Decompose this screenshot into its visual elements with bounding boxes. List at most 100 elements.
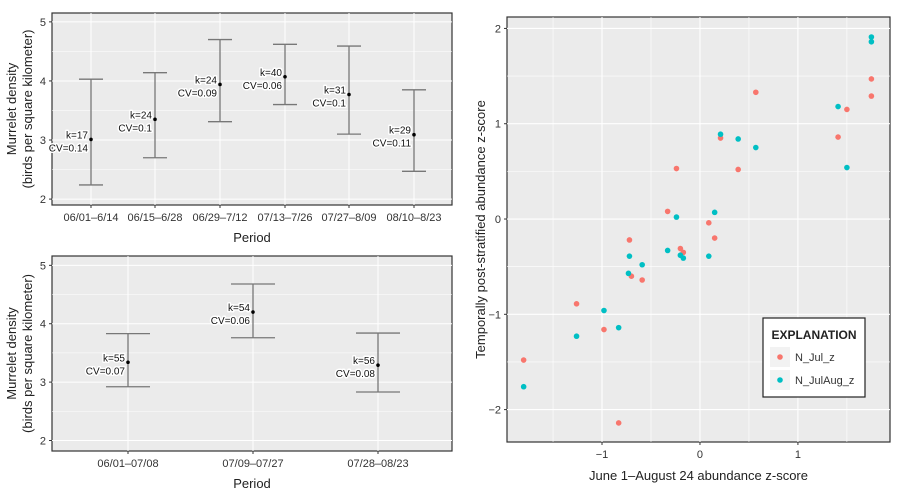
y-axis-title: Temporally post-stratified abundance z-s… — [473, 100, 488, 359]
point-N_JulAug_z — [868, 34, 875, 40]
point-N_JulAug_z — [520, 383, 527, 390]
y-tick-label: 4 — [40, 76, 46, 88]
mean-point — [376, 363, 380, 367]
k-label: k=40 — [260, 68, 282, 79]
point-N_JulAug_z — [680, 255, 687, 261]
y-tick-label: 3 — [40, 377, 46, 389]
k-label: k=17 — [66, 130, 88, 141]
legend-label: N_JulAug_z — [795, 375, 854, 387]
point-N_JulAug_z — [835, 103, 841, 110]
point-N_JulAug_z — [711, 209, 718, 216]
x-tick-label: 0 — [697, 449, 703, 461]
plot-panel — [51, 255, 453, 452]
point-N_Jul_z — [664, 208, 671, 215]
cv-label: CV=0.09 — [178, 88, 218, 99]
cv-label: CV=0.07 — [86, 366, 126, 377]
y-tick-label: −2 — [488, 405, 501, 417]
legend-title: EXPLANATION — [771, 328, 856, 342]
point-N_Jul_z — [520, 357, 527, 363]
point-N_Jul_z — [573, 301, 580, 307]
point-N_Jul_z — [601, 326, 607, 333]
mean-point — [412, 132, 416, 137]
plot-panel — [51, 12, 453, 206]
mean-point — [283, 75, 287, 79]
point-N_Jul_z — [835, 134, 841, 140]
point-N_Jul_z — [711, 235, 718, 241]
point-N_JulAug_z — [615, 324, 622, 331]
x-axis-title: Period — [233, 476, 271, 491]
point-N_JulAug_z — [601, 307, 607, 314]
k-label: k=54 — [228, 303, 250, 314]
point-N_Jul_z — [626, 237, 633, 243]
point-N_JulAug_z — [844, 164, 850, 171]
point-N_Jul_z — [868, 76, 875, 82]
point-N_Jul_z — [753, 89, 759, 96]
k-label: k=24 — [130, 110, 152, 121]
x-tick-label: 07/28–08/23 — [347, 458, 408, 470]
point-N_JulAug_z — [626, 253, 633, 259]
mean-point — [218, 82, 222, 87]
point-N_JulAug_z — [625, 270, 632, 277]
scatter-chart: −1 0 1 −2 −1 0 1 2 June 1–August 24 abundance z-… — [473, 16, 891, 483]
point-N_Jul_z — [844, 106, 850, 113]
x-tick-label: 06/01–6/14 — [63, 212, 118, 224]
point-N_JulAug_z — [735, 136, 741, 142]
k-label: k=24 — [195, 75, 217, 86]
y-tick-label: 5 — [40, 17, 46, 29]
errorbar-chart-2: 2 3 4 5 06/01–07/08 07/09–07/27 07/28–08/23 k=5… — [4, 255, 453, 491]
x-tick-label: 06/15–6/28 — [127, 212, 182, 224]
x-tick-label: 07/27–8/09 — [321, 212, 376, 224]
mean-point — [89, 137, 93, 142]
y-tick-label: 2 — [40, 435, 46, 447]
plot-panel — [506, 16, 891, 443]
point-N_JulAug_z — [673, 214, 680, 220]
x-tick-label: 1 — [795, 449, 801, 461]
cv-label: CV=0.1 — [312, 99, 346, 110]
point-N_Jul_z — [677, 245, 684, 252]
y-tick-label: 5 — [40, 260, 46, 272]
cv-label: CV=0.1 — [118, 123, 152, 134]
point-N_JulAug_z — [717, 131, 724, 138]
x-tick-label: 06/01–07/08 — [97, 458, 158, 470]
x-axis-title: Period — [233, 230, 271, 245]
errorbar-chart-1: 2 3 4 5 06/01–6/14 06/15–6/28 06/29–7/12 07/13–… — [4, 12, 453, 245]
x-tick-label: 06/29–7/12 — [192, 212, 247, 224]
x-tick-label: 07/13–7/26 — [257, 212, 312, 224]
k-label: k=31 — [324, 86, 346, 97]
legend-marker — [777, 377, 783, 383]
y-axis-subtitle: (birds per square kilometer) — [20, 274, 35, 433]
y-axis-title: Murrelet density — [4, 62, 19, 155]
mean-point — [251, 310, 255, 314]
y-tick-label: 2 — [495, 23, 501, 35]
point-N_JulAug_z — [753, 144, 759, 151]
k-label: k=56 — [353, 356, 375, 367]
y-tick-label: 1 — [495, 119, 501, 131]
cv-label: CV=0.06 — [211, 316, 251, 327]
point-N_JulAug_z — [639, 261, 645, 268]
legend-marker — [777, 354, 783, 360]
cv-label: CV=0.11 — [373, 139, 412, 150]
y-tick-label: 3 — [40, 135, 46, 147]
y-tick-label: 2 — [40, 194, 46, 206]
legend: EXPLANATION N_Jul_z N_JulAug_z — [762, 317, 866, 398]
point-N_Jul_z — [705, 220, 712, 226]
y-axis-title: Murrelet density — [4, 307, 19, 400]
k-label: k=55 — [103, 353, 125, 364]
k-label: k=29 — [389, 126, 411, 137]
point-N_Jul_z — [639, 277, 645, 283]
cv-label: CV=0.14 — [49, 143, 89, 154]
point-N_JulAug_z — [573, 333, 580, 340]
x-axis-title: June 1–August 24 abundance z-score — [589, 468, 808, 483]
point-N_JulAug_z — [705, 253, 712, 259]
cv-label: CV=0.06 — [243, 81, 283, 92]
x-tick-label: 07/09–07/27 — [222, 458, 283, 470]
mean-point — [153, 117, 157, 122]
point-N_JulAug_z — [868, 38, 875, 45]
point-N_JulAug_z — [664, 247, 671, 254]
legend-label: N_Jul_z — [795, 352, 835, 364]
y-tick-label: −1 — [488, 309, 501, 321]
point-N_Jul_z — [673, 165, 680, 172]
y-tick-label: 0 — [495, 214, 501, 226]
point-N_Jul_z — [615, 420, 622, 426]
